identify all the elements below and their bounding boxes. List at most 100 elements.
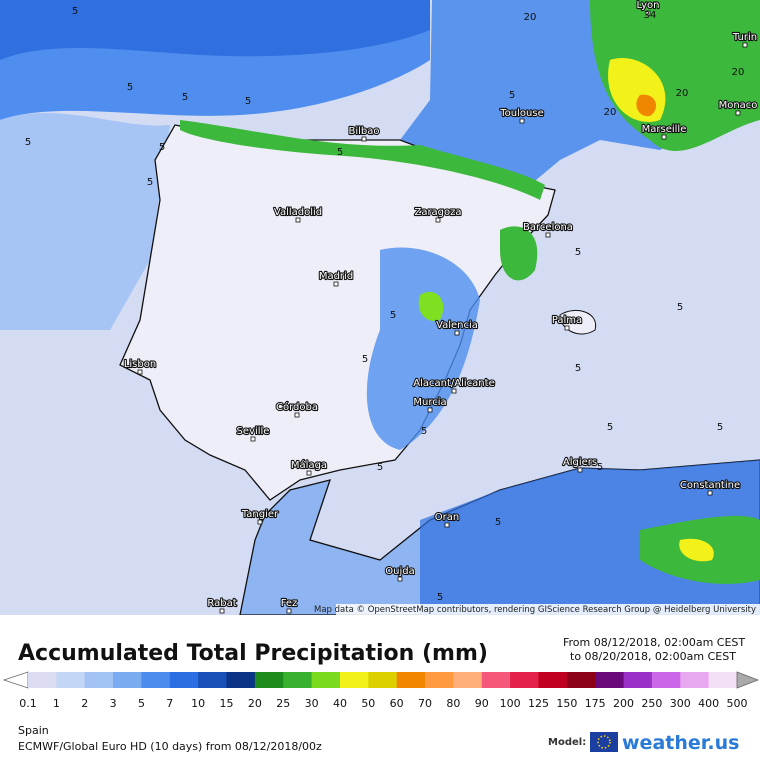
contour-label: 5 (245, 96, 251, 107)
contour-label: 5 (717, 422, 723, 433)
city-label: Lisbon (124, 359, 156, 370)
logo-stars (597, 735, 611, 749)
scale-segment (708, 672, 738, 688)
city-dot (735, 110, 741, 116)
scale-label: 0.1 (19, 697, 37, 710)
city-dot (219, 608, 225, 614)
scale-label: 40 (333, 697, 347, 710)
contour-label: 5 (377, 462, 383, 473)
city-label: Valencia (436, 320, 478, 331)
contour-label: 5 (607, 422, 613, 433)
scale-segment (623, 672, 653, 688)
scale-segment (169, 672, 199, 688)
city-dot (742, 42, 748, 48)
city-dot (454, 330, 460, 336)
city-dot (435, 217, 441, 223)
scale-label: 3 (110, 697, 117, 710)
scale-segment (396, 672, 426, 688)
city-label: Turin (732, 32, 757, 43)
date-from: From 08/12/2018, 02:00am CEST (563, 636, 745, 649)
contour-label: 34 (644, 10, 657, 21)
city-dot (707, 490, 713, 496)
contour-label: 5 (147, 177, 153, 188)
scale-label: 175 (585, 697, 606, 710)
scale-label: 15 (220, 697, 234, 710)
precip-area (500, 226, 538, 281)
date-to: to 08/20/2018, 02:00am CEST (570, 650, 736, 663)
contour-label: 5 (509, 90, 515, 101)
city-dot (361, 136, 367, 142)
city-label: Monaco (719, 100, 758, 111)
scale-label: 25 (276, 697, 290, 710)
contour-label: 20 (604, 107, 617, 118)
scale-label: 80 (446, 697, 460, 710)
precip-area (366, 247, 480, 450)
scale-label: 150 (556, 697, 577, 710)
legend: Accumulated Total Precipitation (mm) Fro… (0, 615, 760, 760)
scale-label: 1 (53, 697, 60, 710)
city-label: Lyon (636, 0, 659, 11)
contour-label: 5 (597, 462, 603, 473)
precip-area (180, 120, 545, 200)
city-dot (564, 325, 570, 331)
city-label: Rabat (207, 598, 236, 609)
city-label: Valladolid (274, 207, 322, 218)
city-label: Tangier (241, 509, 279, 520)
scale-label: 20 (248, 697, 262, 710)
scale-segment (538, 672, 568, 688)
scale-segment (453, 672, 483, 688)
scale-segment (311, 672, 341, 688)
model-label: Model: (548, 737, 586, 748)
city-dot (645, 10, 651, 16)
scale-segment (113, 672, 142, 688)
contour-label: 5 (421, 426, 427, 437)
precip-area (420, 460, 760, 615)
attribution-bg (336, 604, 760, 615)
city-label: Palma (552, 315, 582, 326)
city-label: Barcelona (523, 222, 573, 233)
attribution: Map data © OpenStreetMap contributors, r… (314, 605, 756, 615)
scale-high-arrow (736, 671, 760, 689)
model: ECMWF/Global Euro HD (10 days) from 08/1… (18, 740, 322, 753)
scale-segment (84, 672, 114, 688)
precip-area (0, 0, 430, 60)
contour-label: 5 (72, 6, 78, 17)
scale-label: 50 (361, 697, 375, 710)
scale-segment (198, 672, 228, 688)
scale-label: 10 (191, 697, 205, 710)
scale-segment (510, 672, 539, 688)
city-dot (577, 467, 583, 473)
contour-label: 5 (495, 517, 501, 528)
scale-segment (481, 672, 511, 688)
city-label: Murcia (413, 397, 446, 408)
scale-segment (368, 672, 398, 688)
color-scale: 0.1 1 2 3 5 7 10 15 20 25 30 40 50 60 70 80 90 100 125 150 1… (2, 671, 760, 710)
city-label: Zaragoza (414, 207, 461, 218)
city-dot (545, 232, 551, 238)
scale-label: 2 (81, 697, 88, 710)
city-dot (250, 436, 256, 442)
scale-segment (566, 672, 596, 688)
contour-label: 5 (127, 82, 133, 93)
city-dot (306, 470, 312, 476)
city-label: Toulouse (499, 108, 543, 119)
scale-segment (680, 672, 710, 688)
scale-segment (339, 672, 369, 688)
city-dot (295, 217, 301, 223)
city-dot (427, 407, 433, 413)
city-dot (519, 118, 525, 124)
map: Map data © OpenStreetMap contributors, r… (0, 0, 760, 616)
city-dot (286, 608, 292, 614)
city-dot (444, 522, 450, 528)
scale-label: 7 (166, 697, 173, 710)
scale-label: 125 (528, 697, 549, 710)
city-dot (661, 134, 667, 140)
region: Spain (18, 724, 49, 737)
contour-label: 5 (337, 147, 343, 158)
contour-label: 5 (25, 137, 31, 148)
precip-area (0, 113, 170, 330)
contour-label: 5 (575, 363, 581, 374)
scale-segment (56, 672, 86, 688)
scale-segment (28, 672, 57, 688)
